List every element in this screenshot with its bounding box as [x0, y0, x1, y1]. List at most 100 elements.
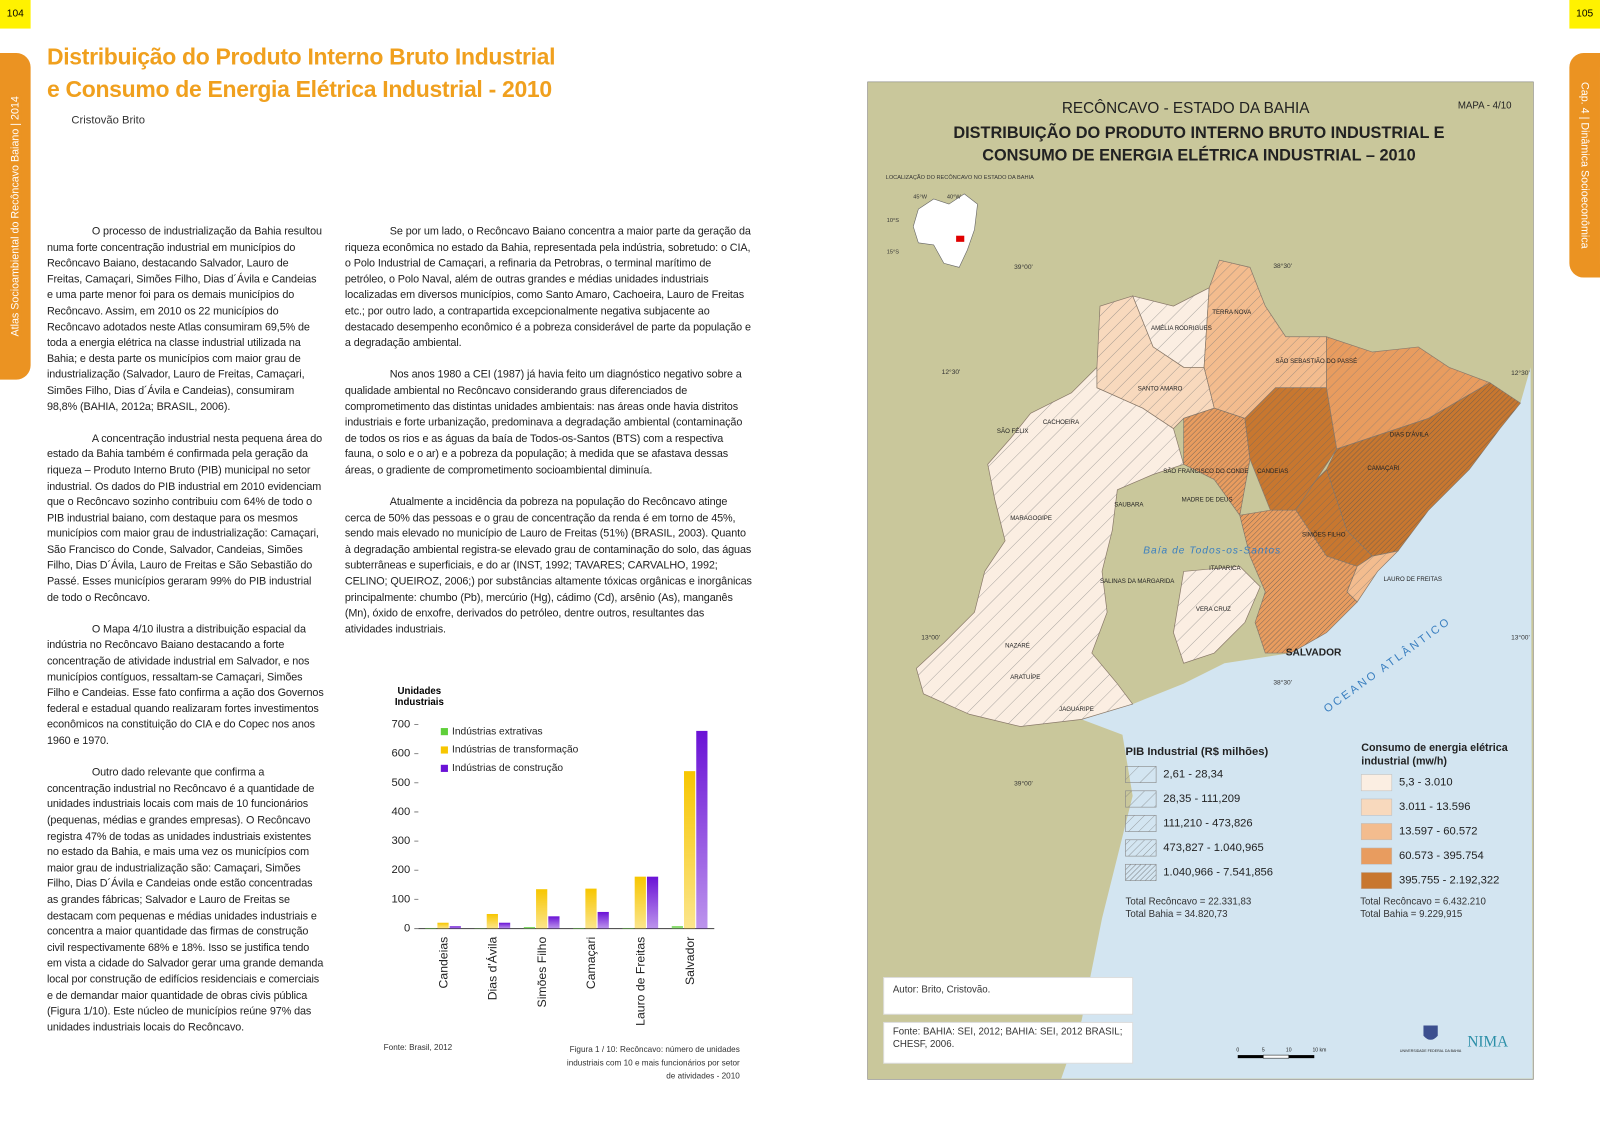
- bar: [573, 927, 585, 929]
- hatch-overlay: [1326, 382, 1521, 557]
- hatch-overlay: [1132, 287, 1210, 368]
- bar: [585, 888, 597, 929]
- map-number: MAPA - 4/10: [1458, 101, 1512, 112]
- hatch-overlay: [1096, 295, 1215, 429]
- paragraph: Outro dado relevante que confirma a conc…: [46, 766, 324, 1034]
- side-tab-text: Cap. 4 | Dinâmica Socioeconômica: [1578, 82, 1591, 249]
- hatch-overlay: [1204, 260, 1327, 419]
- university-logo-text: UNIVERSIDADE FEDERAL DA BAHIA: [1400, 1049, 1462, 1053]
- coordinate-label: 38°30': [1273, 678, 1292, 686]
- legend-total: Total Recôncavo = 22.331,83: [1126, 897, 1252, 908]
- legend-label: 60.573 - 395.754: [1399, 850, 1484, 862]
- legend-label: Indústrias de transformação: [452, 745, 579, 756]
- municipalities: [915, 259, 1521, 727]
- hatch-overlay: [1295, 469, 1373, 567]
- coordinate-label: 13°00': [1511, 633, 1530, 641]
- map: LOCALIZAÇÃO DO RECÔNCAVO NO ESTADO DA BA…: [867, 81, 1534, 1080]
- hatch-overlay: [1239, 510, 1358, 654]
- place-label: ITAPARICA: [1209, 565, 1241, 572]
- paragraph: Se por um lado, o Recôncavo Baiano conce…: [344, 225, 751, 350]
- scale-bar: [1288, 1055, 1315, 1059]
- legend-swatch: [440, 764, 448, 772]
- hatch-overlay: [1173, 566, 1261, 664]
- legend-swatch: [440, 728, 448, 736]
- place-label: CANDEIAS: [1257, 468, 1288, 475]
- bar: [548, 916, 560, 929]
- place-label: CACHOEIRA: [1043, 419, 1080, 426]
- university-crest: [1423, 1025, 1438, 1040]
- place-label: AMÉLIA RODRIGUES: [1151, 325, 1212, 332]
- article-author: Cristovão Brito: [71, 114, 146, 127]
- bar: [437, 922, 449, 929]
- paragraph: Atualmente a incidência da pobreza na po…: [344, 496, 752, 636]
- place-label: SÃO FÉLIX: [997, 428, 1029, 435]
- scale-bar: [1263, 1054, 1290, 1059]
- map-legend: PIB Industrial (R$ milhões) 2,61 - 28,34…: [1125, 746, 1499, 920]
- bar: [696, 730, 708, 929]
- hatch-overlay: [916, 367, 1184, 727]
- legend-swatch: [1125, 790, 1157, 808]
- nima-logo: NIMA: [1467, 1033, 1508, 1050]
- legend-label: 111,210 - 473,826: [1163, 817, 1252, 829]
- place-label: JAGUARIPE: [1059, 706, 1094, 713]
- x-tick-label: Camaçari: [584, 937, 598, 989]
- paragraph: A concentração industrial nesta pequena …: [46, 432, 323, 604]
- legend-title: PIB Industrial (R$ milhões): [1126, 746, 1269, 758]
- place-label: VERA CRUZ: [1196, 606, 1231, 613]
- y-tick-label: 600: [391, 748, 410, 760]
- figure-caption: Figura 1 / 10: Recôncavo: número de unid…: [566, 1044, 740, 1081]
- bar: [597, 911, 609, 929]
- bar: [486, 913, 498, 929]
- source-box: [883, 1021, 1134, 1064]
- place-label: SÃO FRANCISCO DO CONDE: [1163, 468, 1248, 475]
- legend-title: Consumo de energia elétrica industrial (…: [1361, 741, 1508, 768]
- place-label: LAURO DE FREITAS: [1384, 576, 1442, 583]
- x-tick-label: Candeias: [436, 937, 450, 989]
- legend-label: 473,827 - 1.040,965: [1163, 842, 1263, 854]
- y-tick-label: 500: [391, 777, 410, 789]
- y-tick-label: 0: [404, 923, 410, 935]
- scale-label: 5: [1262, 1047, 1265, 1053]
- article-title: e Consumo de Energia Elétrica Industrial…: [46, 76, 552, 103]
- article-title: Distribuição do Produto Interno Bruto In…: [46, 43, 556, 70]
- legend-swatch: [1360, 872, 1393, 890]
- bar: [671, 926, 683, 929]
- legend-swatch: [1125, 814, 1157, 832]
- inset-map: [912, 193, 978, 268]
- x-tick-label: Dias d'Ávila: [485, 937, 500, 1001]
- text-column: Se por um lado, o Recôncavo Baiano conce…: [345, 224, 753, 654]
- side-tab-text: Atlas Socioambiental do Recôncavo Baiano…: [9, 96, 22, 337]
- ocean: [1061, 367, 1533, 1079]
- place-label: TERRA NOVA: [1212, 309, 1252, 316]
- x-tick-label: Lauro de Freitas: [634, 937, 648, 1026]
- place-label: MARAGOGIPE: [1010, 515, 1052, 522]
- place-label: SANTO AMARO: [1138, 385, 1183, 392]
- map-source: Fonte: BAHIA: SEI, 2012; BAHIA: SEI, 201…: [892, 1026, 1123, 1050]
- scale-label: 10 km: [1312, 1047, 1326, 1053]
- inset-highlight: [956, 235, 965, 242]
- y-tick-label: 300: [391, 835, 410, 847]
- bar: [449, 926, 461, 929]
- bay-label: Baía de Todos-os-Santos: [1143, 546, 1281, 557]
- coordinate-label: 13°00': [921, 633, 940, 641]
- legend-label: 28,35 - 111,209: [1163, 793, 1240, 805]
- paragraph: O processo de industrialização da Bahia …: [46, 225, 322, 413]
- x-tick-label: Simões Filho: [535, 937, 549, 1008]
- map-region: RECÔNCAVO - ESTADO DA BAHIA: [1062, 100, 1310, 117]
- legend-label: 3.011 - 13.596: [1399, 801, 1471, 813]
- bar: [425, 927, 437, 929]
- place-label: ARATUÍPE: [1010, 674, 1040, 681]
- page-number: 104: [0, 0, 31, 29]
- scale-bar: [1237, 1055, 1264, 1059]
- place-label: SAUBARA: [1114, 502, 1144, 509]
- place-label: SIMÕES FILHO: [1302, 531, 1346, 538]
- legend-label: Indústrias extrativas: [452, 726, 543, 737]
- hatch-overlay: [1346, 551, 1398, 603]
- legend-label: 13.597 - 60.572: [1399, 826, 1478, 838]
- legend-swatch: [1125, 766, 1157, 783]
- legend-label: 2,61 - 28,34: [1163, 768, 1223, 780]
- x-tick-label: Salvador: [683, 937, 697, 985]
- bar: [523, 927, 536, 929]
- y-axis-label: Unidades Industriais: [394, 685, 444, 709]
